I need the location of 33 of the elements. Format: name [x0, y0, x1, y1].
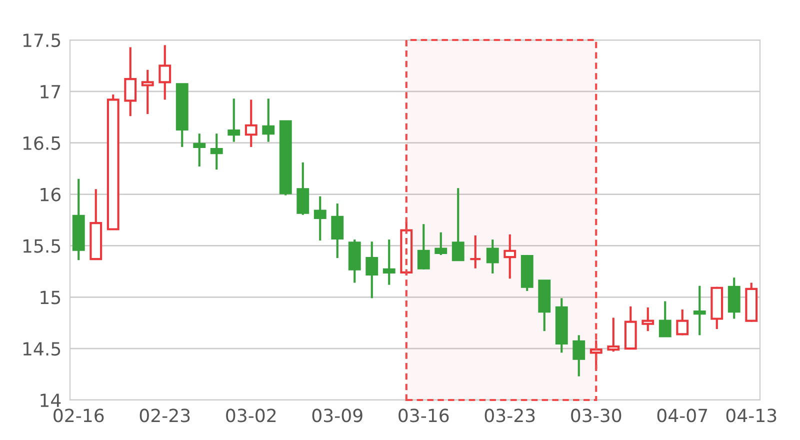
x-tick-label: 04-07 — [657, 408, 708, 422]
candlestick — [193, 132, 206, 168]
x-tick-label: 03-09 — [312, 408, 362, 422]
x-tick-label: 03-23 — [484, 408, 535, 422]
candlestick — [486, 238, 499, 275]
x-tick-label: 03-30 — [571, 408, 622, 422]
x-tick-label: 02-16 — [54, 408, 104, 422]
candlestick — [158, 44, 172, 101]
candlestick — [555, 297, 568, 354]
y-tick-label: 17.5 — [23, 34, 60, 48]
y-tick-label: 14 — [40, 394, 61, 407]
x-tick-label: 04-13 — [726, 408, 776, 422]
candlestick — [244, 98, 258, 148]
candlestick — [72, 178, 85, 262]
candlestick — [469, 234, 482, 270]
y-tick-label: 16.5 — [23, 136, 60, 150]
x-tick-label: 03-02 — [226, 408, 276, 422]
candlestick — [331, 202, 344, 260]
candlestick — [141, 68, 154, 116]
candlestick — [314, 195, 326, 242]
y-tick-label: 15.5 — [23, 239, 60, 253]
x-tick-label: 02-23 — [140, 408, 190, 422]
candlestick — [693, 284, 706, 336]
x-tick-label: 03-16 — [398, 408, 449, 422]
y-tick-label: 14.5 — [23, 342, 60, 356]
candlestick — [124, 46, 137, 118]
candlestick — [382, 238, 396, 286]
y-tick-label: 15 — [40, 290, 60, 304]
candlestick — [210, 132, 223, 171]
y-tick-label: 17 — [40, 85, 60, 98]
y-tick-label: 16 — [40, 188, 61, 202]
candlestick — [366, 240, 378, 300]
candlestick — [504, 233, 516, 280]
